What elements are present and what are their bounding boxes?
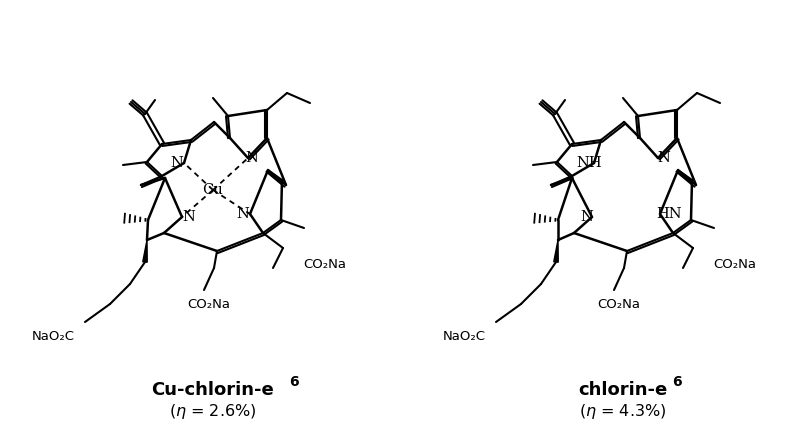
Polygon shape [143, 240, 147, 262]
Text: NH: NH [576, 156, 601, 170]
Text: N: N [236, 207, 249, 221]
Text: Cu: Cu [203, 183, 223, 197]
Text: ($\mathit{\eta}$ = 4.3%): ($\mathit{\eta}$ = 4.3%) [578, 403, 666, 422]
Text: N: N [170, 156, 183, 170]
Text: N: N [657, 151, 670, 165]
Text: HN: HN [655, 207, 681, 221]
Text: N: N [182, 210, 195, 224]
Text: CO₂Na: CO₂Na [597, 298, 640, 311]
Text: NaO₂C: NaO₂C [443, 330, 486, 343]
Text: N: N [245, 151, 258, 165]
Text: Cu-chlorin-e: Cu-chlorin-e [152, 381, 274, 399]
Text: CO₂Na: CO₂Na [303, 258, 345, 271]
Polygon shape [553, 240, 557, 262]
Text: chlorin-e: chlorin-e [577, 381, 667, 399]
Text: CO₂Na: CO₂Na [712, 258, 755, 271]
Text: 6: 6 [289, 375, 298, 389]
Text: 6: 6 [672, 375, 680, 389]
Text: NaO₂C: NaO₂C [32, 330, 75, 343]
Text: CO₂Na: CO₂Na [187, 298, 230, 311]
Text: ($\mathit{\eta}$ = 2.6%): ($\mathit{\eta}$ = 2.6%) [169, 403, 256, 422]
Text: N: N [580, 210, 593, 224]
